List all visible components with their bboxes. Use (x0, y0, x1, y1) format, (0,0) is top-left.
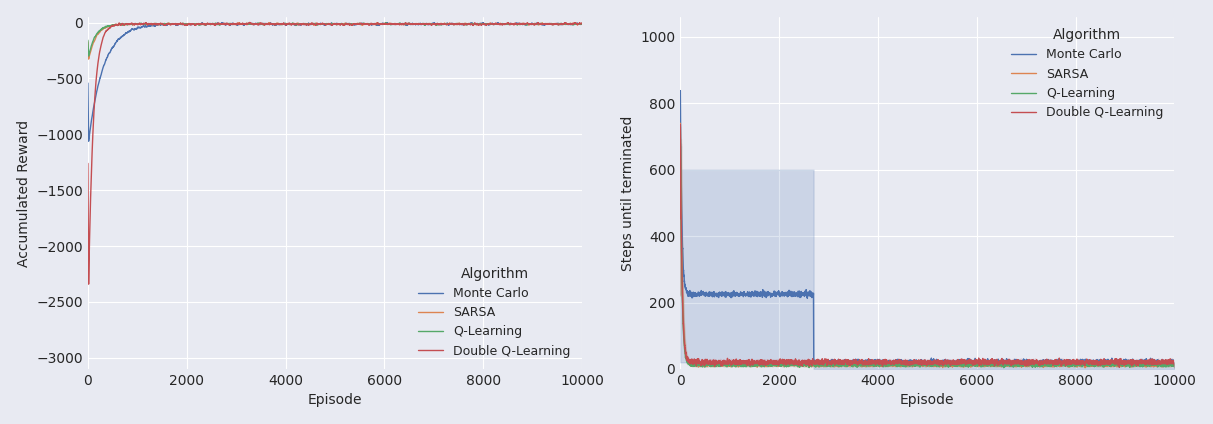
Line: Monte Carlo: Monte Carlo (87, 23, 582, 141)
Q-Learning (323, 21, 337, 26)
Monte Carlo (81, 139, 96, 144)
Double Q-Learning (1112, 365, 1127, 370)
Monte Carlo (1167, 361, 1181, 366)
Double Q-Learning (82, 212, 97, 217)
SARSA (323, 22, 337, 27)
Monte Carlo (673, 88, 688, 93)
Legend: Monte Carlo, SARSA, Q-Learning, Double Q-Learning: Monte Carlo, SARSA, Q-Learning, Double Q… (414, 262, 576, 363)
Line: Double Q-Learning: Double Q-Learning (680, 125, 1174, 367)
SARSA (262, 20, 277, 25)
Q-Learning (575, 21, 590, 26)
Monte Carlo (676, 247, 690, 252)
SARSA (694, 361, 708, 366)
SARSA (673, 215, 688, 220)
Q-Learning (915, 362, 929, 367)
Monte Carlo (177, 22, 192, 27)
Q-Learning (80, 38, 95, 43)
Monte Carlo (702, 290, 717, 296)
Line: Q-Learning: Q-Learning (680, 127, 1174, 368)
Double Q-Learning (673, 122, 688, 127)
Double Q-Learning (694, 360, 708, 365)
Q-Learning (177, 22, 192, 27)
SARSA (575, 20, 590, 25)
Monte Carlo (110, 38, 125, 43)
Monte Carlo (323, 22, 337, 27)
Double Q-Learning (575, 20, 590, 25)
Monte Carlo (770, 292, 785, 297)
Monte Carlo (915, 360, 929, 365)
Q-Learning (770, 362, 785, 367)
SARSA (548, 21, 563, 26)
Line: SARSA: SARSA (680, 123, 1174, 368)
Monte Carlo (82, 127, 97, 132)
Monte Carlo (548, 22, 563, 27)
Q-Learning (82, 47, 97, 53)
Line: Double Q-Learning: Double Q-Learning (87, 22, 582, 284)
Line: Monte Carlo: Monte Carlo (680, 91, 1174, 367)
X-axis label: Episode: Episode (900, 393, 955, 407)
SARSA (676, 294, 690, 299)
Double Q-Learning (81, 282, 96, 287)
Double Q-Learning (80, 161, 95, 166)
Monte Carlo (673, 195, 688, 201)
Q-Learning (378, 20, 393, 25)
SARSA (702, 361, 717, 366)
Double Q-Learning (101, 26, 115, 31)
Double Q-Learning (676, 297, 690, 302)
Monte Carlo (1141, 360, 1156, 365)
SARSA (770, 361, 785, 366)
Line: Q-Learning: Q-Learning (87, 23, 582, 56)
SARSA (101, 24, 115, 29)
Y-axis label: Steps until terminated: Steps until terminated (621, 115, 634, 271)
Q-Learning (702, 363, 717, 368)
SARSA (1141, 363, 1156, 368)
Y-axis label: Accumulated Reward: Accumulated Reward (17, 120, 30, 267)
SARSA (110, 22, 125, 27)
Double Q-Learning (243, 20, 257, 25)
SARSA (1078, 365, 1093, 370)
Double Q-Learning (1141, 360, 1156, 365)
Q-Learning (676, 302, 690, 307)
Double Q-Learning (673, 216, 688, 221)
Q-Learning (673, 216, 688, 221)
SARSA (673, 121, 688, 126)
Double Q-Learning (548, 21, 563, 26)
Monte Carlo (575, 21, 590, 26)
Q-Learning (101, 23, 115, 28)
SARSA (915, 360, 929, 365)
Double Q-Learning (770, 360, 785, 365)
Double Q-Learning (702, 359, 717, 364)
Q-Learning (548, 22, 563, 27)
Q-Learning (996, 365, 1010, 370)
Q-Learning (110, 22, 125, 27)
Double Q-Learning (915, 361, 929, 366)
Double Q-Learning (323, 21, 337, 26)
Monte Carlo (80, 81, 95, 86)
X-axis label: Episode: Episode (308, 393, 363, 407)
Line: SARSA: SARSA (87, 23, 582, 59)
Q-Learning (1167, 364, 1181, 369)
Q-Learning (1141, 362, 1156, 367)
SARSA (1167, 365, 1181, 370)
Monte Carlo (101, 52, 115, 57)
Legend: Monte Carlo, SARSA, Q-Learning, Double Q-Learning: Monte Carlo, SARSA, Q-Learning, Double Q… (1006, 23, 1168, 124)
SARSA (80, 39, 95, 45)
Q-Learning (673, 124, 688, 129)
SARSA (81, 56, 96, 61)
Double Q-Learning (177, 22, 192, 28)
Monte Carlo (694, 291, 708, 296)
Q-Learning (694, 364, 708, 369)
Double Q-Learning (110, 22, 125, 28)
Double Q-Learning (1167, 363, 1181, 368)
SARSA (82, 50, 97, 56)
Monte Carlo (380, 20, 394, 25)
Monte Carlo (1006, 364, 1020, 369)
Q-Learning (81, 53, 96, 59)
SARSA (177, 22, 192, 28)
